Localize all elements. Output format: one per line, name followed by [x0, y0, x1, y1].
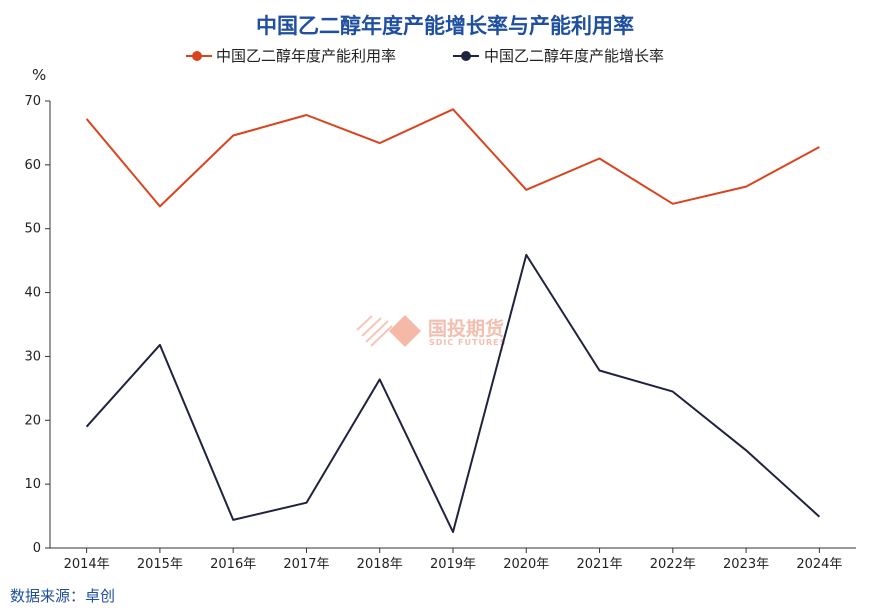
legend-label-growth: 中国乙二醇年度产能增长率 — [484, 47, 664, 65]
watermark-text: 国投期货 — [428, 317, 504, 340]
y-tick-label: 20 — [24, 413, 41, 428]
y-tick-label: 10 — [24, 477, 41, 492]
x-tick-label: 2024年 — [796, 557, 842, 572]
x-tick-label: 2018年 — [357, 557, 403, 572]
x-tick-label: 2022年 — [650, 557, 696, 572]
watermark-subtext: SDIC FUTURES — [429, 338, 506, 347]
legend-marker-growth — [461, 51, 471, 61]
x-tick-label: 2019年 — [430, 557, 476, 572]
x-tick-label: 2014年 — [64, 557, 110, 572]
y-tick-label: 40 — [24, 286, 41, 301]
source-note: 数据来源：卓创 — [10, 587, 115, 605]
axes: 0 10 20 30 40 50 60 70 2014年 2015年 2016年 2017年 2018年… — [24, 94, 856, 572]
y-tick-label: 70 — [24, 94, 41, 109]
series-group — [85, 108, 821, 533]
chart-title: 中国乙二醇年度产能增长率与产能利用率 — [256, 14, 634, 38]
watermark-logo: 国投期货 SDIC FUTURES — [356, 315, 506, 347]
y-axis-unit: % — [32, 66, 46, 84]
watermark-diamond — [389, 315, 421, 347]
series-line-growth — [85, 253, 821, 533]
x-tick-label: 2023年 — [723, 557, 769, 572]
x-tick-label: 2015年 — [137, 557, 183, 572]
x-tick-label: 2021年 — [576, 557, 622, 572]
legend-label-utilization: 中国乙二醇年度产能利用率 — [216, 47, 396, 65]
legend: 中国乙二醇年度产能利用率 中国乙二醇年度产能增长率 — [186, 47, 664, 65]
y-tick-label: 0 — [33, 541, 41, 556]
y-tick-label: 50 — [24, 222, 41, 237]
y-tick-label: 30 — [24, 349, 41, 364]
legend-marker-utilization — [192, 51, 202, 61]
x-tick-label: 2020年 — [503, 557, 549, 572]
watermark-stripes — [356, 315, 393, 347]
x-tick-label: 2016年 — [210, 557, 256, 572]
series-line-utilization — [85, 108, 820, 208]
x-tick-label: 2017年 — [283, 557, 329, 572]
y-tick-label: 60 — [24, 158, 41, 173]
